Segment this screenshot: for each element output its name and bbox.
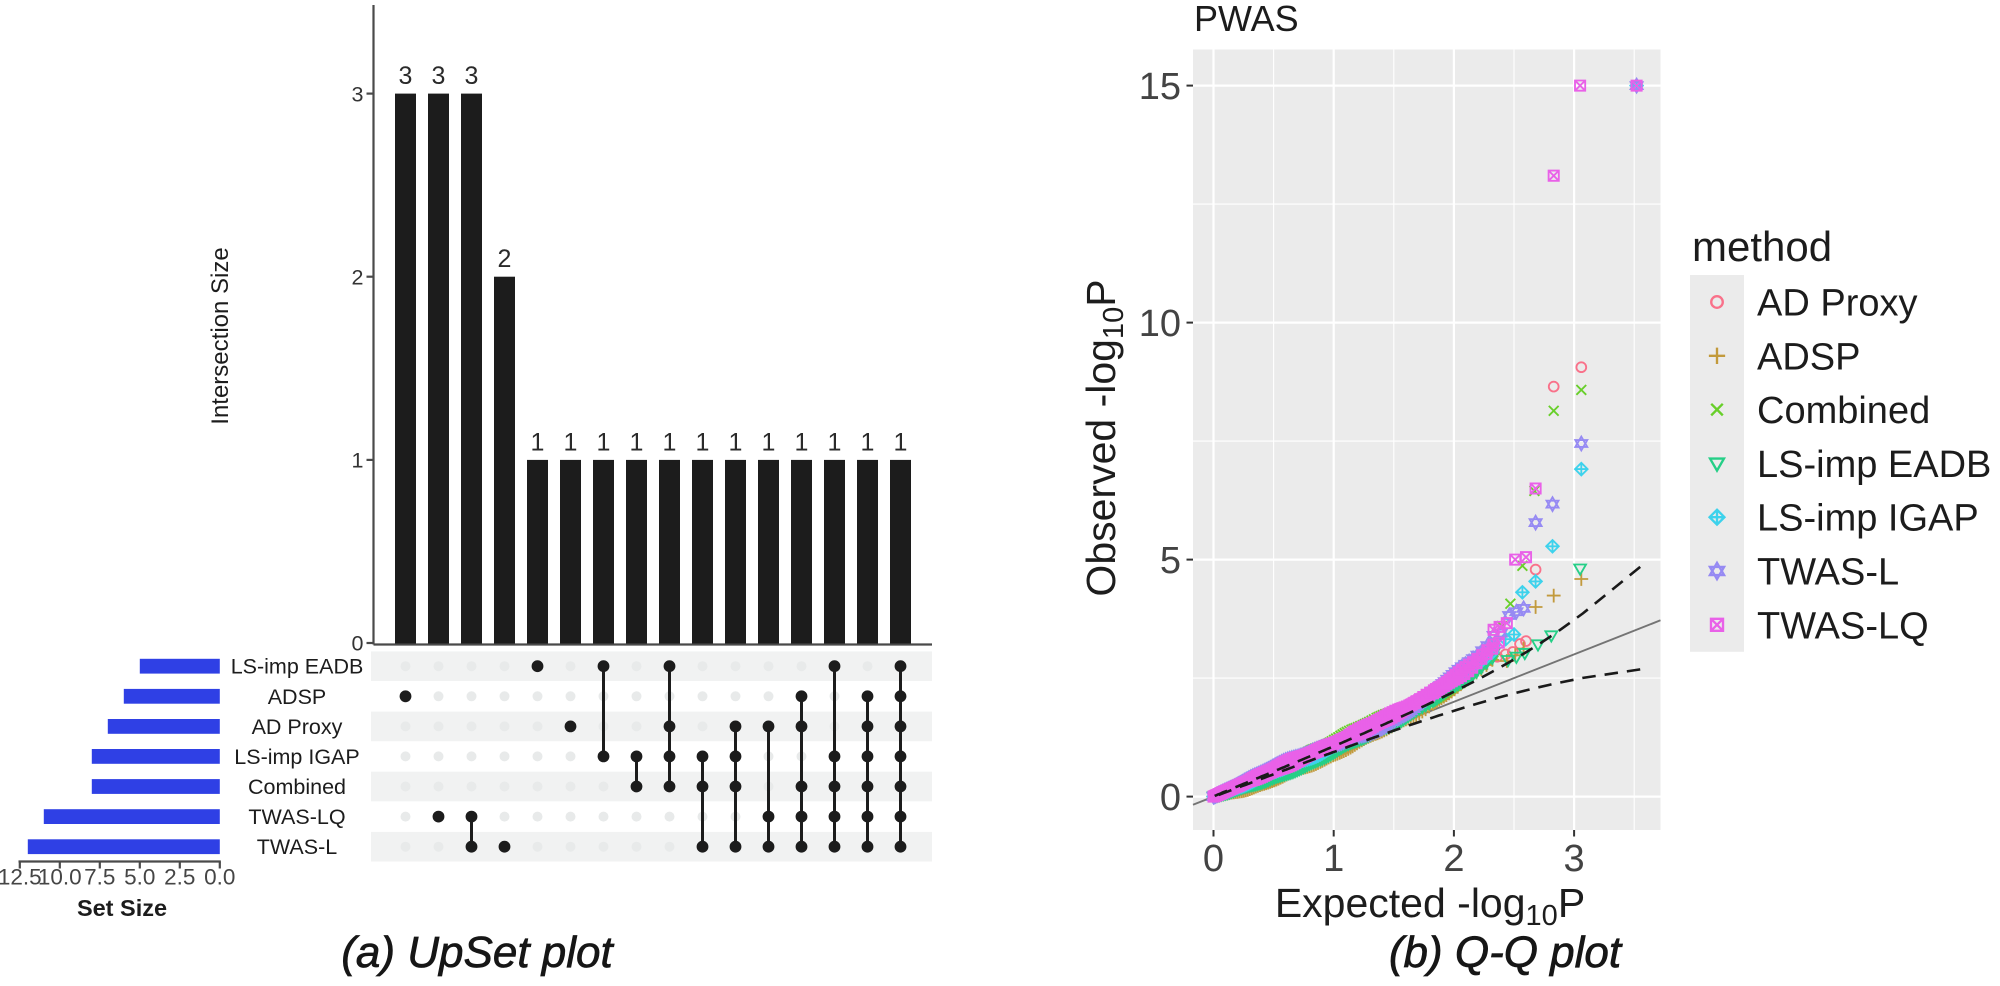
svg-text:1: 1 [531, 428, 545, 456]
svg-text:0: 0 [1203, 838, 1224, 880]
svg-text:1: 1 [894, 428, 908, 456]
svg-text:3: 3 [352, 82, 364, 106]
svg-text:15: 15 [1139, 66, 1181, 108]
svg-text:PWAS: PWAS [1194, 0, 1299, 39]
svg-text:3: 3 [399, 62, 413, 90]
svg-text:ADSP: ADSP [268, 685, 327, 709]
svg-text:0: 0 [1160, 777, 1181, 819]
svg-text:method: method [1692, 223, 1832, 270]
svg-text:AD Proxy: AD Proxy [252, 715, 343, 739]
svg-text:AD Proxy: AD Proxy [1757, 283, 1917, 325]
svg-text:1: 1 [663, 428, 677, 456]
svg-text:5: 5 [1160, 540, 1181, 582]
svg-text:Combined: Combined [1757, 390, 1930, 432]
svg-text:10.0: 10.0 [38, 865, 82, 890]
svg-text:TWAS-L: TWAS-L [1757, 552, 1899, 594]
svg-text:1: 1 [762, 428, 776, 456]
svg-text:1: 1 [861, 428, 875, 456]
svg-text:3: 3 [432, 62, 446, 90]
svg-text:Combined: Combined [248, 775, 346, 799]
svg-text:LS-imp EADB: LS-imp EADB [1757, 444, 1991, 486]
svg-text:2: 2 [498, 245, 512, 273]
svg-text:12.5: 12.5 [0, 865, 42, 890]
svg-text:1: 1 [630, 428, 644, 456]
svg-text:0: 0 [352, 632, 364, 656]
svg-text:1: 1 [352, 449, 364, 473]
svg-text:1: 1 [795, 428, 809, 456]
svg-text:1: 1 [828, 428, 842, 456]
svg-text:Set Size: Set Size [77, 895, 167, 921]
svg-text:(a) UpSet plot: (a) UpSet plot [341, 928, 614, 977]
svg-text:TWAS-L: TWAS-L [257, 835, 337, 859]
svg-text:1: 1 [564, 428, 578, 456]
svg-text:10: 10 [1139, 303, 1181, 345]
svg-text:(b) Q-Q plot: (b) Q-Q plot [1389, 928, 1623, 977]
svg-text:1: 1 [696, 428, 710, 456]
svg-text:3: 3 [465, 62, 479, 90]
svg-text:ADSP: ADSP [1757, 336, 1860, 378]
svg-text:Intersection Size: Intersection Size [207, 247, 234, 424]
svg-text:1: 1 [597, 428, 611, 456]
svg-text:LS-imp IGAP: LS-imp IGAP [234, 745, 359, 769]
svg-text:5.0: 5.0 [124, 865, 155, 890]
svg-text:3: 3 [1564, 838, 1585, 880]
svg-text:7.5: 7.5 [84, 865, 115, 890]
svg-text:TWAS-LQ: TWAS-LQ [248, 805, 345, 829]
svg-text:1: 1 [1323, 838, 1344, 880]
svg-text:1: 1 [729, 428, 743, 456]
svg-text:2.5: 2.5 [164, 865, 195, 890]
svg-text:LS-imp IGAP: LS-imp IGAP [1757, 498, 1979, 540]
svg-text:LS-imp EADB: LS-imp EADB [231, 655, 364, 679]
svg-text:0.0: 0.0 [204, 865, 235, 890]
svg-text:2: 2 [1443, 838, 1464, 880]
svg-text:TWAS-LQ: TWAS-LQ [1757, 605, 1929, 647]
svg-text:2: 2 [352, 265, 364, 289]
